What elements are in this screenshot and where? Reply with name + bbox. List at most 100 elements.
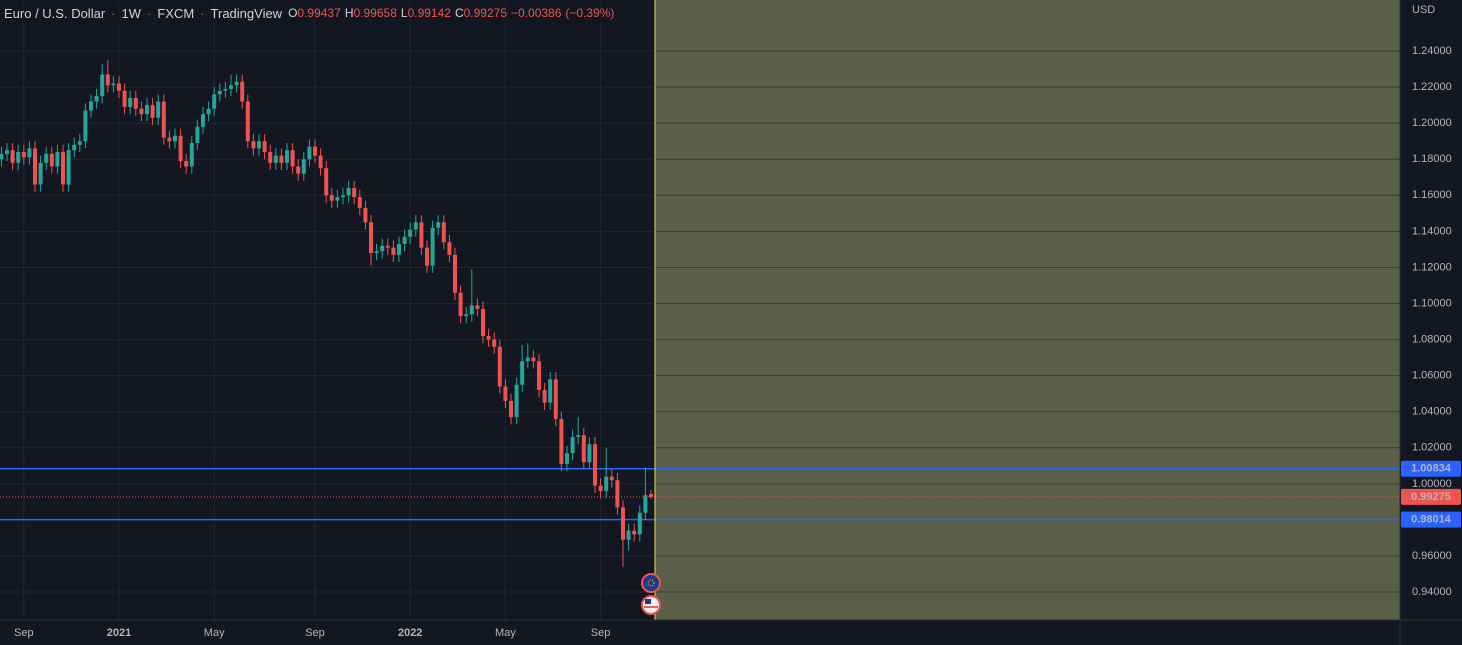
x-tick-label: May xyxy=(204,627,225,639)
candle-body xyxy=(296,166,301,174)
candle-body xyxy=(486,335,491,340)
candle-body xyxy=(436,222,441,228)
candle-body xyxy=(318,155,323,169)
source: TradingView xyxy=(210,5,283,21)
candle-body xyxy=(279,155,284,163)
event-icon[interactable] xyxy=(641,595,661,615)
candle-body xyxy=(419,222,424,248)
candle-body xyxy=(61,152,65,185)
candle-body xyxy=(604,476,609,492)
candle-body xyxy=(324,168,329,196)
candle-body xyxy=(632,530,637,535)
candle-body xyxy=(251,141,256,149)
ohlc-value: 0.99275 xyxy=(463,6,508,20)
candle-body xyxy=(229,85,233,89)
candle-body xyxy=(598,485,603,492)
y-tick-label: 1.22000 xyxy=(1412,81,1452,93)
candle-body xyxy=(240,81,245,102)
candle-body xyxy=(27,148,32,158)
candle-body xyxy=(537,361,541,391)
candle-body xyxy=(33,148,37,185)
candle-body xyxy=(189,143,194,167)
candle-body xyxy=(587,444,592,463)
candle-body xyxy=(637,512,642,535)
candle-body xyxy=(156,101,161,118)
candle-body xyxy=(520,361,525,385)
candle-body xyxy=(525,357,530,362)
candle-body xyxy=(55,152,60,167)
candle-body xyxy=(626,530,631,540)
candle-body xyxy=(217,90,222,95)
candle-body xyxy=(553,379,558,419)
candle-body xyxy=(352,188,357,198)
candle-body xyxy=(464,314,469,317)
candle-body xyxy=(49,153,54,167)
candle-body xyxy=(346,188,351,196)
price-label: 0.98014 xyxy=(1411,514,1452,526)
candle-body xyxy=(425,247,429,266)
candle-body xyxy=(514,384,519,418)
candle-body xyxy=(441,222,446,243)
candle-body xyxy=(133,97,138,109)
y-tick-label: 1.00000 xyxy=(1412,478,1452,490)
candle-body xyxy=(212,94,217,109)
candle-body xyxy=(16,152,21,163)
candle-body xyxy=(509,400,513,418)
candle-body xyxy=(89,101,93,111)
candle-body xyxy=(38,162,43,185)
candle-body xyxy=(77,141,82,145)
candle-body xyxy=(195,126,200,144)
candle-body xyxy=(122,90,127,107)
y-tick-label: 1.06000 xyxy=(1412,370,1452,382)
y-tick-label: 0.96000 xyxy=(1412,550,1452,562)
y-tick-label: 1.08000 xyxy=(1412,333,1452,345)
candle-body xyxy=(649,493,653,497)
candle-body xyxy=(609,476,614,481)
candle-body xyxy=(245,101,250,142)
x-tick-label: Sep xyxy=(14,627,34,639)
candle-body xyxy=(469,305,474,315)
event-icon[interactable] xyxy=(641,573,661,593)
price-label: 1.00834 xyxy=(1411,463,1452,475)
candle-body xyxy=(402,236,407,244)
ohlc-value: 0.99142 xyxy=(407,6,451,20)
interval: 1W xyxy=(121,5,142,21)
ohlc-key: H xyxy=(344,6,354,20)
candle-body xyxy=(643,495,648,513)
candle-body xyxy=(262,141,267,153)
price-label-bg xyxy=(1401,488,1461,505)
candle-body xyxy=(72,144,77,151)
candle-body xyxy=(531,357,536,362)
candle-body xyxy=(173,135,177,142)
price-unit: USD xyxy=(1412,4,1435,16)
y-tick-label: 1.16000 xyxy=(1412,189,1452,201)
candle-body xyxy=(83,110,88,142)
change: −0.00386 xyxy=(511,6,562,20)
y-tick-label: 1.10000 xyxy=(1412,297,1452,309)
candle-body xyxy=(357,197,362,208)
y-tick-label: 1.24000 xyxy=(1412,45,1452,57)
candle-body xyxy=(184,161,189,167)
candle-body xyxy=(548,379,553,403)
candle-body xyxy=(475,305,480,309)
candle-body xyxy=(223,88,228,91)
candle-body xyxy=(570,436,575,454)
candle-body xyxy=(161,101,166,138)
candle-body xyxy=(150,105,155,118)
x-tick-label: May xyxy=(495,627,516,639)
candle-body xyxy=(369,222,373,254)
candle-body xyxy=(363,207,368,223)
candle-body xyxy=(44,153,49,163)
candle-body xyxy=(94,96,99,102)
candle-body xyxy=(559,418,564,465)
candle-body xyxy=(481,308,485,336)
candle-body xyxy=(581,435,586,463)
y-tick-label: 1.18000 xyxy=(1412,153,1452,165)
candle-body xyxy=(0,153,4,160)
candle-body xyxy=(391,247,396,255)
candle-body xyxy=(307,146,312,160)
candle-body xyxy=(413,222,418,230)
candle-body xyxy=(100,74,105,97)
